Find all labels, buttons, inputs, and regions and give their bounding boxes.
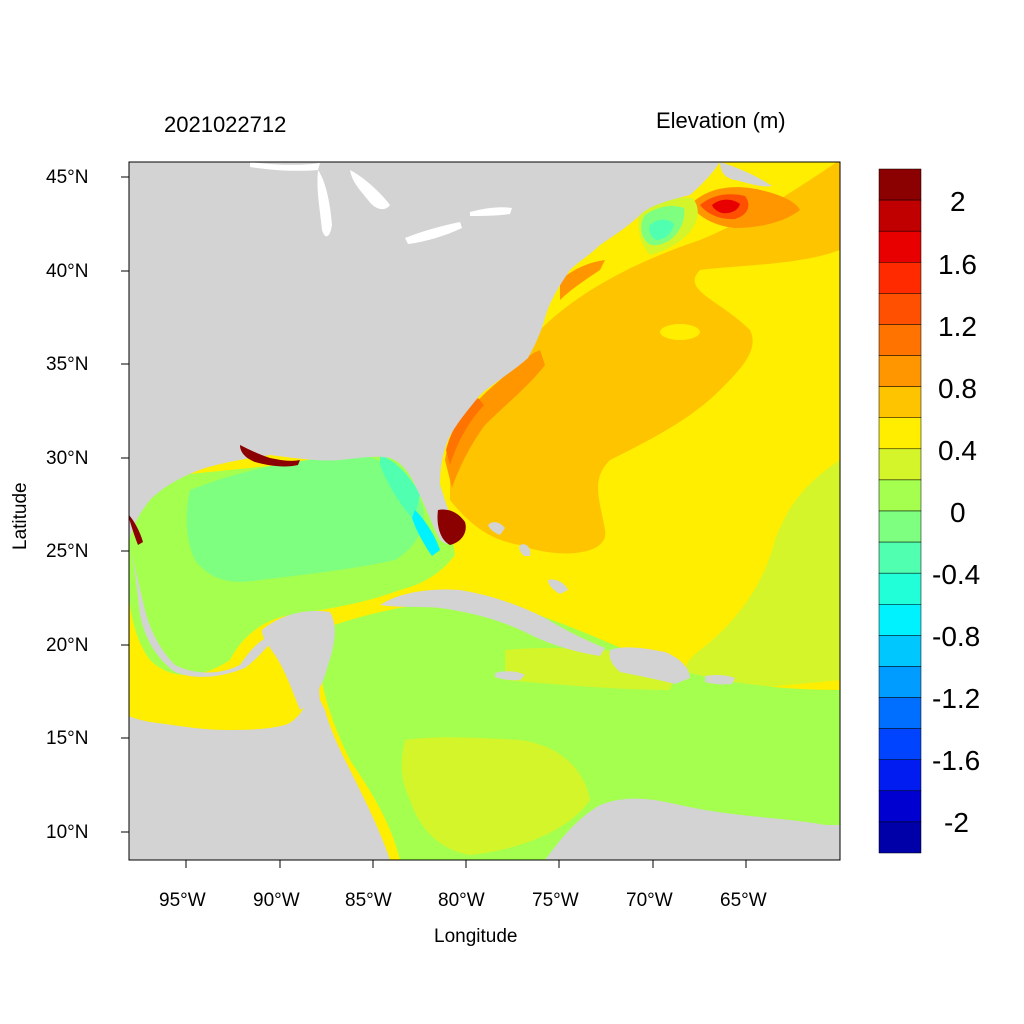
x-tick-label: 65°W (720, 890, 767, 911)
x-tick-label: 85°W (345, 890, 392, 911)
colorbar-segment (878, 790, 922, 823)
colorbar-segment (878, 759, 922, 792)
colorbar-label: 0.4 (938, 435, 977, 466)
elevation-zone-neg0.2-0 (186, 455, 424, 582)
elevation-zone-above-2-gulf-coast (240, 445, 300, 467)
colorbar-segment (878, 386, 922, 418)
x-axis-label: Longitude (434, 926, 518, 947)
lake-erie (405, 222, 462, 244)
colorbar-segment (878, 728, 922, 760)
y-tick-label: 10°N (46, 822, 89, 843)
elevation-zone-neg0.4-neg0.2 (380, 455, 420, 520)
colorbar-segment (878, 604, 922, 636)
great-lakes (250, 162, 512, 244)
colorbar-label: 1.2 (938, 311, 977, 342)
elevation-zone-1.0-1.2 (446, 398, 484, 465)
x-tick-label: 70°W (626, 890, 673, 911)
y-tick-label: 40°N (46, 261, 89, 282)
lake-superior (250, 162, 320, 171)
colorbar (878, 168, 922, 854)
elevation-zone-0.6-0.8 (450, 162, 840, 554)
colorbar-segment (878, 199, 922, 232)
colorbar-segment (878, 510, 922, 543)
colorbar-segment (878, 635, 922, 667)
y-tick-label: 45°N (46, 167, 89, 188)
x-tick-label: 80°W (438, 890, 485, 911)
puerto-rico-island (705, 674, 735, 685)
colorbar-segment (878, 324, 922, 356)
x-tick-label: 90°W (253, 890, 300, 911)
colorbar-label: 0.8 (938, 373, 977, 404)
variable-title: Elevation (m) (656, 108, 786, 133)
cuba-island (380, 589, 605, 656)
elevation-zone-above-2-texas-coast (129, 515, 143, 545)
colorbar-label: -1.6 (932, 745, 981, 776)
colorbar-segment (878, 572, 922, 605)
plot-frame (128, 161, 841, 861)
y-tick-label: 35°N (46, 354, 89, 375)
hispaniola-island (609, 647, 690, 684)
colorbar-segment (878, 417, 922, 450)
map-timestamp-title: 2021022712 (164, 112, 287, 137)
colorbar-label: -1.2 (932, 683, 981, 714)
colorbar-segment (878, 262, 922, 294)
colorbar-segment (878, 541, 922, 574)
bahamas-islands (488, 522, 568, 594)
colorbar-segment (878, 697, 922, 729)
elevation-zone-1.6-2.0 (712, 199, 740, 214)
colorbar-segment (878, 168, 922, 201)
colorbar-label: -0.4 (932, 559, 981, 590)
colorbar-segment (878, 666, 922, 698)
y-tick-label: 15°N (46, 728, 89, 749)
colorbar-label: -0.8 (932, 621, 981, 652)
elevation-zone-0.2-0.4 (685, 460, 840, 690)
colorbar-segment (878, 293, 922, 325)
colorbar-label: 2 (950, 186, 966, 217)
colorbar-label: -2 (944, 807, 969, 838)
lake-huron (350, 170, 390, 210)
elevation-zone-0.2-0.4 (401, 737, 590, 855)
colorbar-segment (878, 355, 922, 387)
colorbar-label: 1.6 (938, 249, 977, 280)
elevation-zone-0.8-1.0 (560, 260, 605, 300)
elevation-zone-above-2-florida (437, 509, 466, 545)
y-tick-label: 20°N (46, 635, 89, 656)
y-tick-label: 30°N (46, 448, 89, 469)
x-tick-label: 95°W (159, 890, 206, 911)
elevation-zone-neg0.8-neg0.6 (412, 510, 440, 556)
lake-michigan (317, 170, 332, 237)
elevation-zone-neg0.4-neg0.2 (649, 219, 674, 240)
colorbar-label: 0 (950, 497, 966, 528)
colorbar-segment (878, 448, 922, 481)
elevation-zone-0.4-0.6 (660, 324, 700, 340)
lake-ontario (470, 207, 512, 216)
yucatan-peninsula (262, 610, 335, 710)
jamaica-island (495, 671, 525, 681)
colorbar-segment (878, 479, 922, 512)
colorbar-segment (878, 230, 922, 263)
elevation-zone-0.8-1.0 (445, 350, 545, 488)
x-tick-label: 75°W (532, 890, 579, 911)
axis-tick-marks (121, 176, 747, 868)
north-america-landmass (129, 162, 720, 545)
map-plot-area (129, 162, 840, 860)
south-america-landmass (545, 798, 840, 860)
land-masses (129, 162, 840, 860)
nova-scotia-landmass (720, 162, 772, 187)
y-tick-label: 25°N (46, 541, 89, 562)
colorbar-segment (878, 821, 922, 854)
